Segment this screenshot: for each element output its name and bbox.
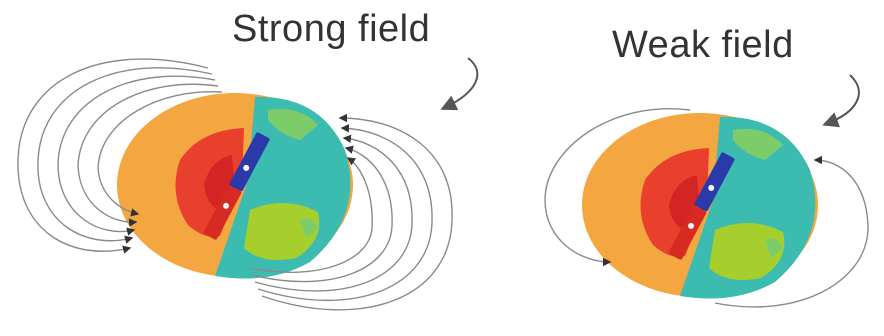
magnet-south-pole xyxy=(203,185,242,240)
strong-field-label: Strong field xyxy=(232,8,431,50)
magnet-south-pole xyxy=(668,205,707,260)
bar-magnet xyxy=(203,132,270,240)
continent xyxy=(709,222,785,281)
pole-dot xyxy=(243,164,250,171)
magnet-north-pole xyxy=(229,132,270,192)
field-line xyxy=(714,155,869,308)
field-line xyxy=(97,90,223,217)
pole-dot xyxy=(708,184,715,191)
land-patch xyxy=(733,129,783,160)
weak-field-earth xyxy=(582,113,818,299)
magnet-north-pole xyxy=(694,152,735,212)
field-line xyxy=(37,67,213,244)
bar-magnet xyxy=(668,152,735,260)
inner-core xyxy=(669,175,699,230)
weak-label-pointer xyxy=(822,74,860,128)
strong-field-lines xyxy=(17,58,453,311)
land-patch xyxy=(300,218,318,238)
strong-field-earth xyxy=(117,93,353,279)
field-line xyxy=(261,113,453,311)
weak-field-label: Weak field xyxy=(612,24,794,66)
field-line xyxy=(544,108,691,267)
field-line xyxy=(254,134,413,292)
field-line xyxy=(77,83,219,227)
field-line xyxy=(251,145,393,283)
inner-core xyxy=(204,155,234,210)
field-line xyxy=(257,124,433,302)
weak-field-lines xyxy=(544,108,869,308)
continent xyxy=(244,202,320,261)
pole-dot xyxy=(688,222,695,229)
strong-label-pointer xyxy=(440,57,479,111)
land-patch xyxy=(765,238,783,258)
field-line xyxy=(17,58,209,254)
field-line xyxy=(57,75,216,236)
pole-dot xyxy=(223,202,230,209)
land-patch xyxy=(268,109,318,140)
field-line xyxy=(249,157,373,273)
